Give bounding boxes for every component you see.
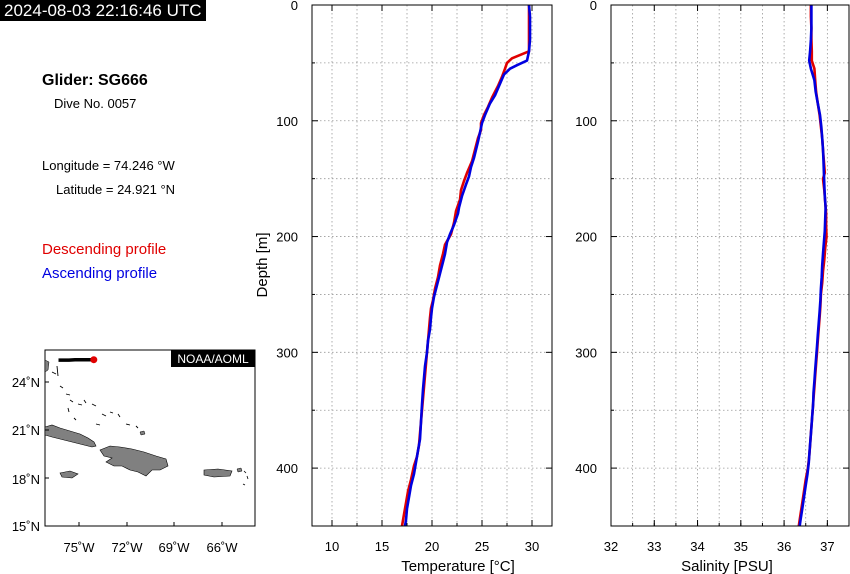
- temperature-x-label: Temperature [°C]: [401, 558, 515, 574]
- salinity-chart: 32 33 34 35 36 37 0 100 200 300 400 Salinity [PSU]: [575, 0, 850, 574]
- salinity-series: [797, 5, 828, 527]
- temperature-series: [400, 4, 532, 527]
- x-tick-label: 36: [777, 539, 791, 554]
- x-tick-label: 32: [604, 539, 618, 554]
- map-lat-tick: 24˚N: [12, 375, 40, 390]
- salinity-ticks: 32 33 34 35 36 37 0 100 200 300 400: [575, 0, 849, 554]
- map-lat-tick: 15˚N: [12, 519, 40, 534]
- ascending-profile-line: [403, 4, 532, 527]
- x-tick-label: 37: [820, 539, 834, 554]
- salinity-x-label: Salinity [PSU]: [681, 558, 773, 574]
- turks-caicos: [139, 430, 146, 436]
- current-position-marker: [90, 356, 98, 364]
- x-tick-label: 10: [325, 539, 339, 554]
- y-tick-label: 400: [575, 461, 597, 476]
- temperature-grid: [312, 5, 552, 526]
- dive-number: Dive No. 0057: [54, 96, 137, 111]
- florida-tip: [45, 359, 50, 373]
- latitude-readout: Latitude = 24.921 °N: [56, 182, 176, 197]
- x-tick-label: 35: [734, 539, 748, 554]
- descending-legend-label: Descending profile: [42, 241, 167, 258]
- y-tick-label: 0: [291, 0, 298, 13]
- map-tick-marks: [45, 381, 223, 526]
- y-tick-label: 300: [276, 345, 298, 360]
- salinity-plot-frame: [610, 4, 850, 527]
- bahamas-islands: [51, 365, 139, 429]
- x-tick-label: 15: [375, 539, 389, 554]
- salinity-grid: [611, 5, 849, 526]
- map-lon-tick: 72˚W: [111, 540, 143, 555]
- map-lat-tick: 21˚N: [12, 423, 40, 438]
- location-map: NOAA/AOML 24˚N 21˚N 18˚N 15˚N 75˚W 72˚W …: [12, 349, 256, 555]
- depth-y-label: Depth [m]: [254, 232, 271, 297]
- x-tick-label: 30: [525, 539, 539, 554]
- hispaniola-landmass: [99, 445, 169, 477]
- lesser-antilles: [242, 470, 249, 486]
- virgin-islands: [236, 467, 243, 473]
- glider-title: Glider: SG666: [42, 72, 148, 89]
- ascending-profile-line: [798, 5, 827, 527]
- x-tick-label: 25: [475, 539, 489, 554]
- map-lon-tick: 69˚W: [158, 540, 190, 555]
- map-lon-tick: 75˚W: [63, 540, 95, 555]
- x-tick-label: 20: [425, 539, 439, 554]
- jamaica-landmass: [59, 470, 79, 479]
- x-tick-label: 33: [647, 539, 661, 554]
- y-tick-label: 200: [575, 230, 597, 245]
- y-tick-label: 200: [276, 230, 298, 245]
- y-tick-label: 300: [575, 345, 597, 360]
- badge-background: [171, 350, 255, 367]
- y-tick-label: 100: [276, 114, 298, 129]
- noaa-aoml-badge: NOAA/AOML: [177, 352, 249, 366]
- cuba-landmass: [45, 424, 97, 448]
- longitude-readout: Longitude = 74.246 °W: [42, 158, 175, 173]
- x-tick-label: 34: [690, 539, 704, 554]
- map-lon-tick: 66˚W: [206, 540, 238, 555]
- y-tick-label: 400: [276, 461, 298, 476]
- timestamp-banner: 2024-08-03 22:16:46 UTC: [0, 0, 206, 21]
- y-tick-label: 0: [590, 0, 597, 13]
- ascending-legend-label: Ascending profile: [42, 265, 158, 282]
- map-lat-tick: 18˚N: [12, 472, 40, 487]
- puerto-rico-landmass: [203, 468, 233, 478]
- y-tick-label: 100: [575, 114, 597, 129]
